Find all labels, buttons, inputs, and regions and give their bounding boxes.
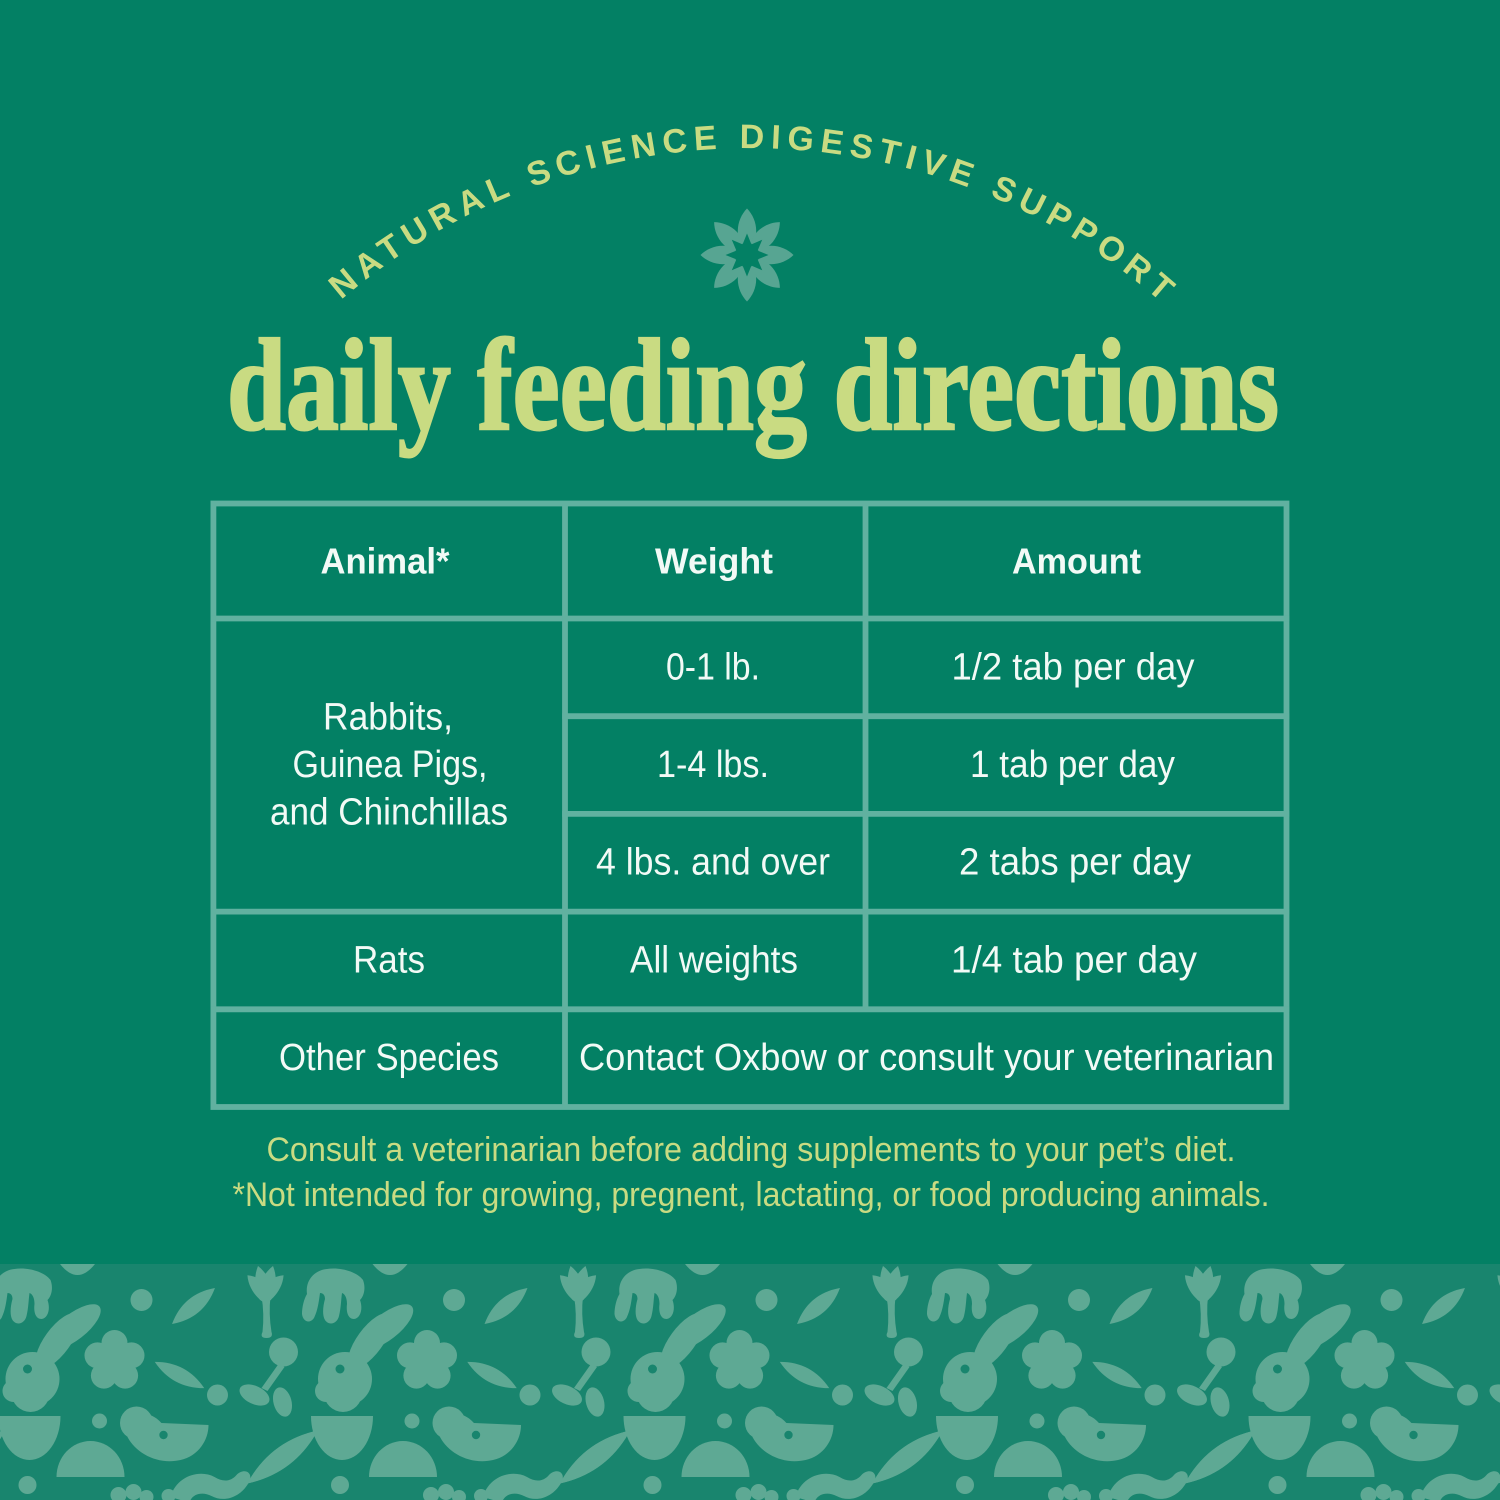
- svg-text:Other Species: Other Species: [279, 1037, 499, 1079]
- svg-text:1 tab per day: 1 tab per day: [970, 744, 1175, 786]
- svg-text:Rats: Rats: [353, 939, 425, 981]
- svg-text:All weights: All weights: [630, 939, 798, 981]
- svg-text:1-4 lbs.: 1-4 lbs.: [657, 744, 769, 786]
- svg-text:Contact Oxbow or consult your: Contact Oxbow or consult your veterinari…: [579, 1037, 1274, 1079]
- svg-text:and Chinchillas: and Chinchillas: [270, 792, 508, 834]
- svg-text:Weight: Weight: [655, 541, 773, 582]
- svg-text:1/4 tab per day: 1/4 tab per day: [951, 939, 1197, 981]
- svg-text:daily feeding directions: daily feeding directions: [227, 313, 1279, 458]
- svg-text:Animal*: Animal*: [321, 541, 450, 582]
- svg-text:0-1 lb.: 0-1 lb.: [666, 646, 760, 688]
- svg-text:2 tabs per day: 2 tabs per day: [959, 842, 1191, 884]
- svg-text:Consult a veterinarian before: Consult a veterinarian before adding sup…: [267, 1131, 1236, 1169]
- svg-text:*Not intended for growing, pre: *Not intended for growing, pregnent, lac…: [233, 1176, 1270, 1214]
- svg-text:4 lbs. and over: 4 lbs. and over: [596, 842, 830, 884]
- svg-text:Guinea Pigs,: Guinea Pigs,: [293, 744, 488, 786]
- svg-text:1/2 tab per day: 1/2 tab per day: [952, 646, 1195, 688]
- svg-text:Rabbits,: Rabbits,: [323, 696, 453, 738]
- svg-text:Amount: Amount: [1012, 541, 1141, 582]
